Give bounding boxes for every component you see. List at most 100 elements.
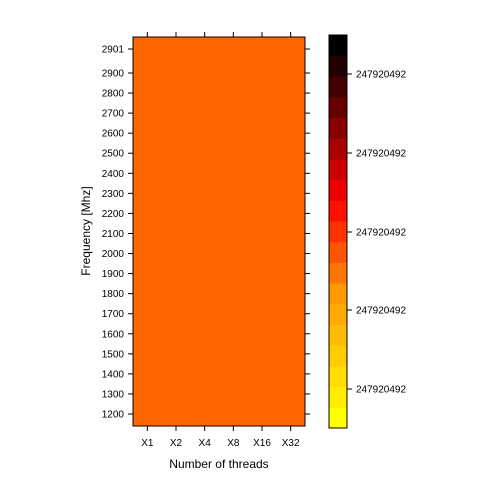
heatmap-cell	[190, 243, 220, 264]
heatmap-cell	[276, 283, 306, 305]
color-key-label: 247920492	[356, 385, 406, 396]
heatmap-cell	[190, 103, 220, 124]
color-key-swatch	[329, 200, 347, 222]
color-key-swatch	[329, 138, 347, 160]
color-key-swatch	[329, 35, 347, 57]
x-tick-label: X4	[199, 438, 212, 449]
y-tick-label: 2700	[102, 109, 125, 120]
heatmap-cell	[133, 283, 163, 305]
y-axis: 1200 1300 1400 1500 1600 1700 1800 1900 2000 2100…	[102, 45, 310, 421]
heatmap-cell	[276, 223, 306, 244]
heatmap-cell	[276, 143, 306, 164]
heatmap-cell	[133, 83, 163, 104]
heatmap-cell	[219, 323, 249, 345]
heatmap-cell	[161, 203, 191, 224]
x-tick-label: X32	[282, 438, 300, 449]
color-key-label: 247920492	[356, 70, 406, 81]
color-key-swatch	[329, 262, 347, 284]
heatmap-cell	[276, 343, 306, 365]
x-tick-label: X8	[227, 438, 240, 449]
heatmap-cell	[247, 303, 277, 325]
heatmap-cell	[161, 103, 191, 124]
y-tick-label: 1600	[102, 329, 125, 340]
heatmap-cell	[247, 163, 277, 184]
heatmap-cell	[190, 383, 220, 405]
heatmap-cell	[219, 343, 249, 365]
heatmap-cell	[190, 163, 220, 184]
heatmap-cell	[219, 403, 249, 427]
heatmap-cell	[133, 383, 163, 405]
heatmap-cell	[219, 163, 249, 184]
heatmap-cell	[133, 243, 163, 264]
heatmap-cell	[276, 403, 306, 427]
heatmap-cell	[133, 203, 163, 224]
heatmap-cell	[161, 403, 191, 427]
heatmap-cell	[133, 163, 163, 184]
heatmap-cell	[190, 37, 220, 62]
heatmap-cell	[219, 243, 249, 264]
y-tick-label: 1200	[102, 410, 125, 421]
y-tick-label: 2000	[102, 249, 125, 260]
heatmap-cell	[219, 283, 249, 305]
heatmap-panel	[132, 36, 306, 427]
color-key-swatch	[329, 221, 347, 243]
heatmap-cell	[247, 37, 277, 62]
y-tick-label: 2400	[102, 169, 125, 180]
x-tick-label: X1	[141, 438, 154, 449]
heatmap-cell	[190, 183, 220, 204]
heatmap-cell	[247, 83, 277, 104]
heatmap-cell	[133, 103, 163, 124]
heatmap-cell	[276, 123, 306, 144]
heatmap-cell	[276, 37, 306, 62]
heatmap-cell	[133, 403, 163, 427]
heatmap-cell	[161, 163, 191, 184]
heatmap-cell	[161, 37, 191, 62]
heatmap-cell	[190, 403, 220, 427]
heatmap-cell	[247, 283, 277, 305]
heatmap-cell	[219, 103, 249, 124]
color-key-swatch	[329, 283, 347, 305]
color-key-swatch	[329, 55, 347, 77]
color-key-swatch	[329, 324, 347, 346]
heatmap-cell	[190, 303, 220, 325]
heatmap-cell	[133, 343, 163, 365]
y-tick-label: 2900	[102, 69, 125, 80]
heatmap-cell	[190, 143, 220, 164]
heatmap-cell	[247, 403, 277, 427]
x-tick-label: X16	[253, 438, 271, 449]
y-tick-label: 2200	[102, 209, 125, 220]
heatmap-cell	[219, 363, 249, 385]
heatmap-cell	[190, 263, 220, 285]
heatmap-cell	[219, 203, 249, 224]
heatmap-cell	[133, 183, 163, 204]
heatmap-cell	[276, 183, 306, 204]
panel-border	[132, 36, 306, 427]
heatmap-cell	[276, 383, 306, 405]
y-tick-label: 1700	[102, 309, 125, 320]
y-tick-label: 2100	[102, 229, 125, 240]
heatmap-cell	[276, 323, 306, 345]
heatmap-cell	[247, 243, 277, 264]
heatmap-cell	[276, 263, 306, 285]
heatmap-cell	[276, 303, 306, 325]
color-key-label: 247920492	[356, 228, 406, 239]
heatmap-cell	[161, 363, 191, 385]
heatmap-cell	[276, 363, 306, 385]
color-key-swatch	[329, 303, 347, 325]
heatmap-cell	[133, 143, 163, 164]
heatmap-cell	[161, 183, 191, 204]
heatmap-cell	[133, 123, 163, 144]
heatmap-cell	[219, 383, 249, 405]
heatmap-cell	[161, 383, 191, 405]
y-tick-label: 2600	[102, 129, 125, 140]
heatmap-cell	[247, 343, 277, 365]
heatmap-cell	[161, 61, 191, 84]
y-axis-label: Frequency [Mhz]	[79, 186, 93, 275]
heatmap-cell	[161, 283, 191, 305]
heatmap-cell	[276, 243, 306, 264]
heatmap-cell	[247, 323, 277, 345]
heatmap-cell	[247, 203, 277, 224]
heatmap-cell	[247, 383, 277, 405]
color-key-swatch	[329, 159, 347, 181]
color-key-swatch	[329, 407, 347, 429]
